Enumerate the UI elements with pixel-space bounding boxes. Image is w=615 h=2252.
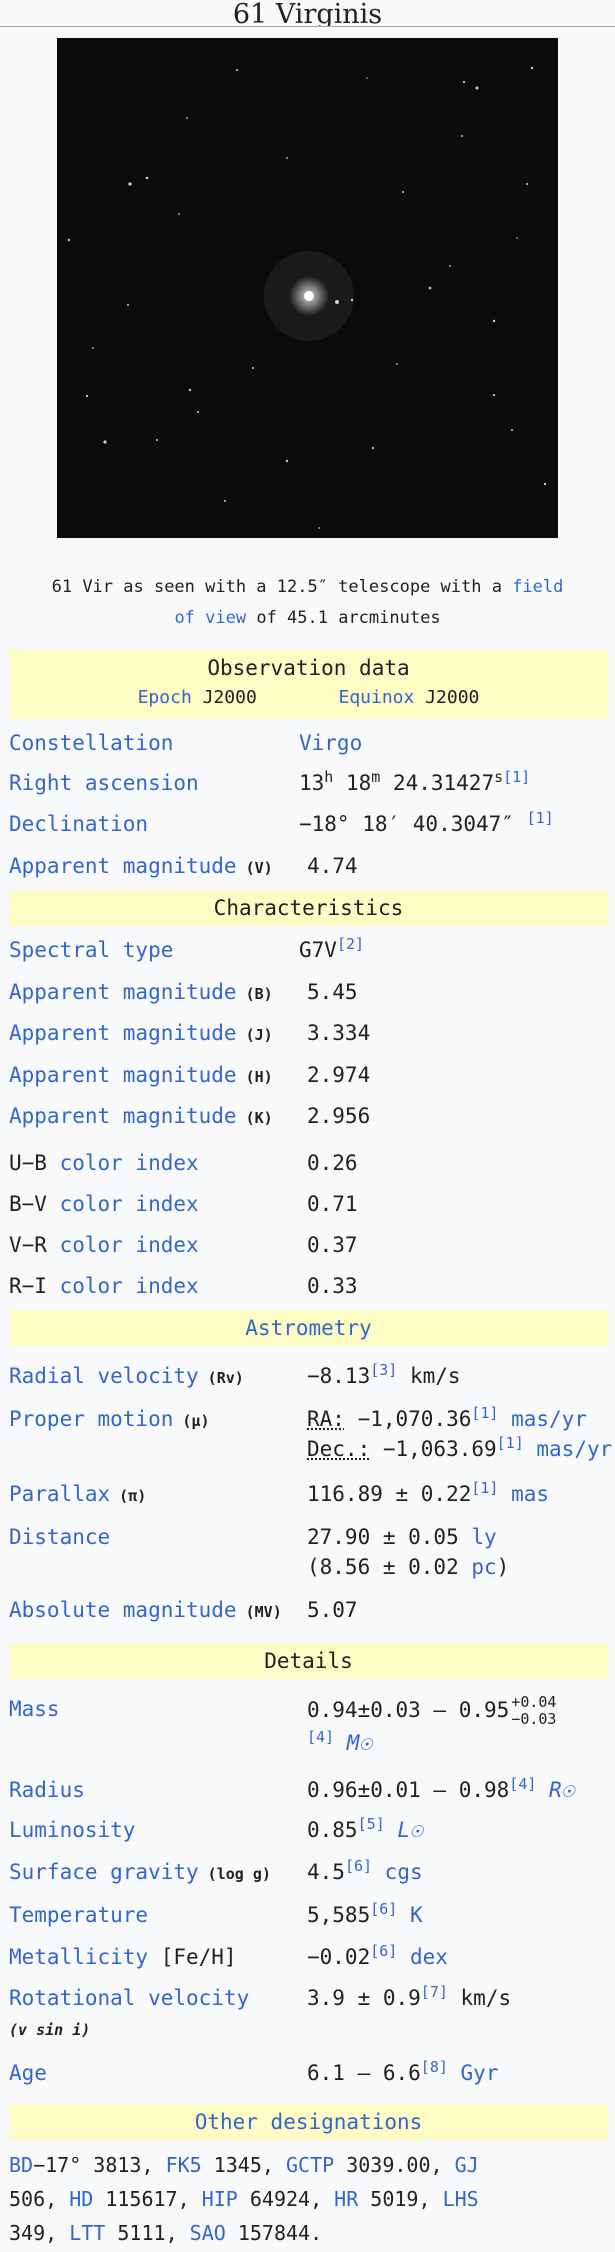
caption-text: 61 Vir as seen with a 12.5″ telescope wi… (51, 577, 513, 597)
other-designations-header[interactable]: Other designations (9, 2104, 608, 2140)
designation-link[interactable]: GCTP (286, 2153, 335, 2177)
declination-link[interactable]: Declination (9, 812, 149, 836)
age-value: 6.1 – 6.6[8] Gyr (307, 2058, 499, 2085)
designation-link[interactable]: HR (334, 2187, 359, 2211)
observation-data-header: Observation data Epoch J2000 Equinox J20… (9, 649, 608, 719)
right-ascension-value: 13h 18m 24.31427s[1] (299, 768, 531, 795)
apparent-magnitude-value: 4.74 (307, 854, 358, 878)
designation-link[interactable]: GJ (454, 2153, 479, 2177)
absolute-magnitude-value: 5.07 (307, 1598, 358, 1622)
constellation-value[interactable]: Virgo (299, 731, 363, 755)
proper-motion-value: RA: −1,070.36[1] mas/yr Dec.: −1,063.69[… (307, 1404, 613, 1461)
row-mass: Mass 0.94±0.03 – 0.95 +0.04 −0.03 [4] M☉ (9, 1694, 608, 1764)
row-distance: Distance 27.90 ± 0.05 ly (8.56 ± 0.02 pc… (9, 1522, 608, 1586)
mag-b-value: 5.45 (307, 980, 358, 1004)
image-caption: 61 Vir as seen with a 12.5″ telescope wi… (40, 572, 575, 634)
epoch-value: J2000 (202, 687, 257, 708)
field-of-view-link[interactable]: field of view (174, 577, 564, 628)
radial-velocity-value: −8.13[3] km/s (307, 1361, 461, 1388)
designation-link[interactable]: LHS (442, 2187, 479, 2211)
designations-list: BD−17° 3813, FK5 1345, GCTP 3039.00, GJ … (9, 2153, 479, 2245)
apparent-magnitude-label: Apparent magnitude (V) (9, 854, 273, 878)
surface-gravity-value: 4.5[6] cgs (307, 1857, 423, 1884)
astrometry-header[interactable]: Astrometry (9, 1310, 608, 1346)
star-field-image (57, 38, 558, 538)
designation-link[interactable]: BD (9, 2153, 34, 2177)
spectral-type-value: G7V[2] (299, 935, 365, 962)
page-title: 61 Virginis (0, 0, 615, 27)
row-rotational-velocity: Rotational velocity (v sin i) 3.9 ± 0.9[7… (9, 1983, 608, 2043)
metallicity-value: −0.02[6] dex (307, 1942, 448, 1969)
ref-1[interactable]: [1] (526, 809, 554, 827)
designation-link[interactable]: SAO (189, 2221, 226, 2245)
ref-1[interactable]: [1] (503, 768, 531, 786)
details-header: Details (9, 1643, 608, 1679)
equinox-link[interactable]: Equinox (338, 687, 415, 708)
radius-value: 0.96±0.01 – 0.98[4] R☉ (307, 1775, 575, 1802)
section-title: Observation data (207, 656, 410, 680)
epoch-link[interactable]: Epoch (137, 687, 192, 708)
distance-value: 27.90 ± 0.05 ly (8.56 ± 0.02 pc) (307, 1525, 510, 1579)
mag-k-value: 2.956 (307, 1104, 371, 1128)
characteristics-header: Characteristics (9, 890, 608, 926)
designation-link[interactable]: HIP (201, 2187, 238, 2211)
constellation-link[interactable]: Constellation (9, 731, 174, 755)
parallax-value: 116.89 ± 0.22[1] mas (307, 1479, 550, 1506)
designation-link[interactable]: HD (69, 2187, 94, 2211)
right-ascension-link[interactable]: Right ascension (9, 771, 199, 795)
mass-value: 0.94±0.03 – 0.95 +0.04 −0.03 [4] M☉ (307, 1693, 557, 1756)
spectral-type-link[interactable]: Spectral type (9, 938, 174, 962)
rotational-velocity-value: 3.9 ± 0.9[7] km/s (307, 1983, 512, 2010)
mag-j-value: 3.334 (307, 1021, 371, 1045)
luminosity-value: 0.85[5] L☉ (307, 1815, 423, 1842)
star-field-photo[interactable] (57, 38, 558, 538)
designation-link[interactable]: FK5 (165, 2153, 202, 2177)
caption-text-end: of 45.1 arcminutes (246, 608, 441, 628)
mag-h-value: 2.974 (307, 1063, 371, 1087)
designation-link[interactable]: LTT (69, 2221, 106, 2245)
declination-value: −18° 18′ 40.3047″ [1] (299, 809, 554, 836)
equinox-value: J2000 (425, 687, 480, 708)
temperature-value: 5,585[6] K (307, 1900, 423, 1927)
row-proper-motion: Proper motion (μ) RA: −1,070.36[1] mas/y… (9, 1404, 612, 1468)
